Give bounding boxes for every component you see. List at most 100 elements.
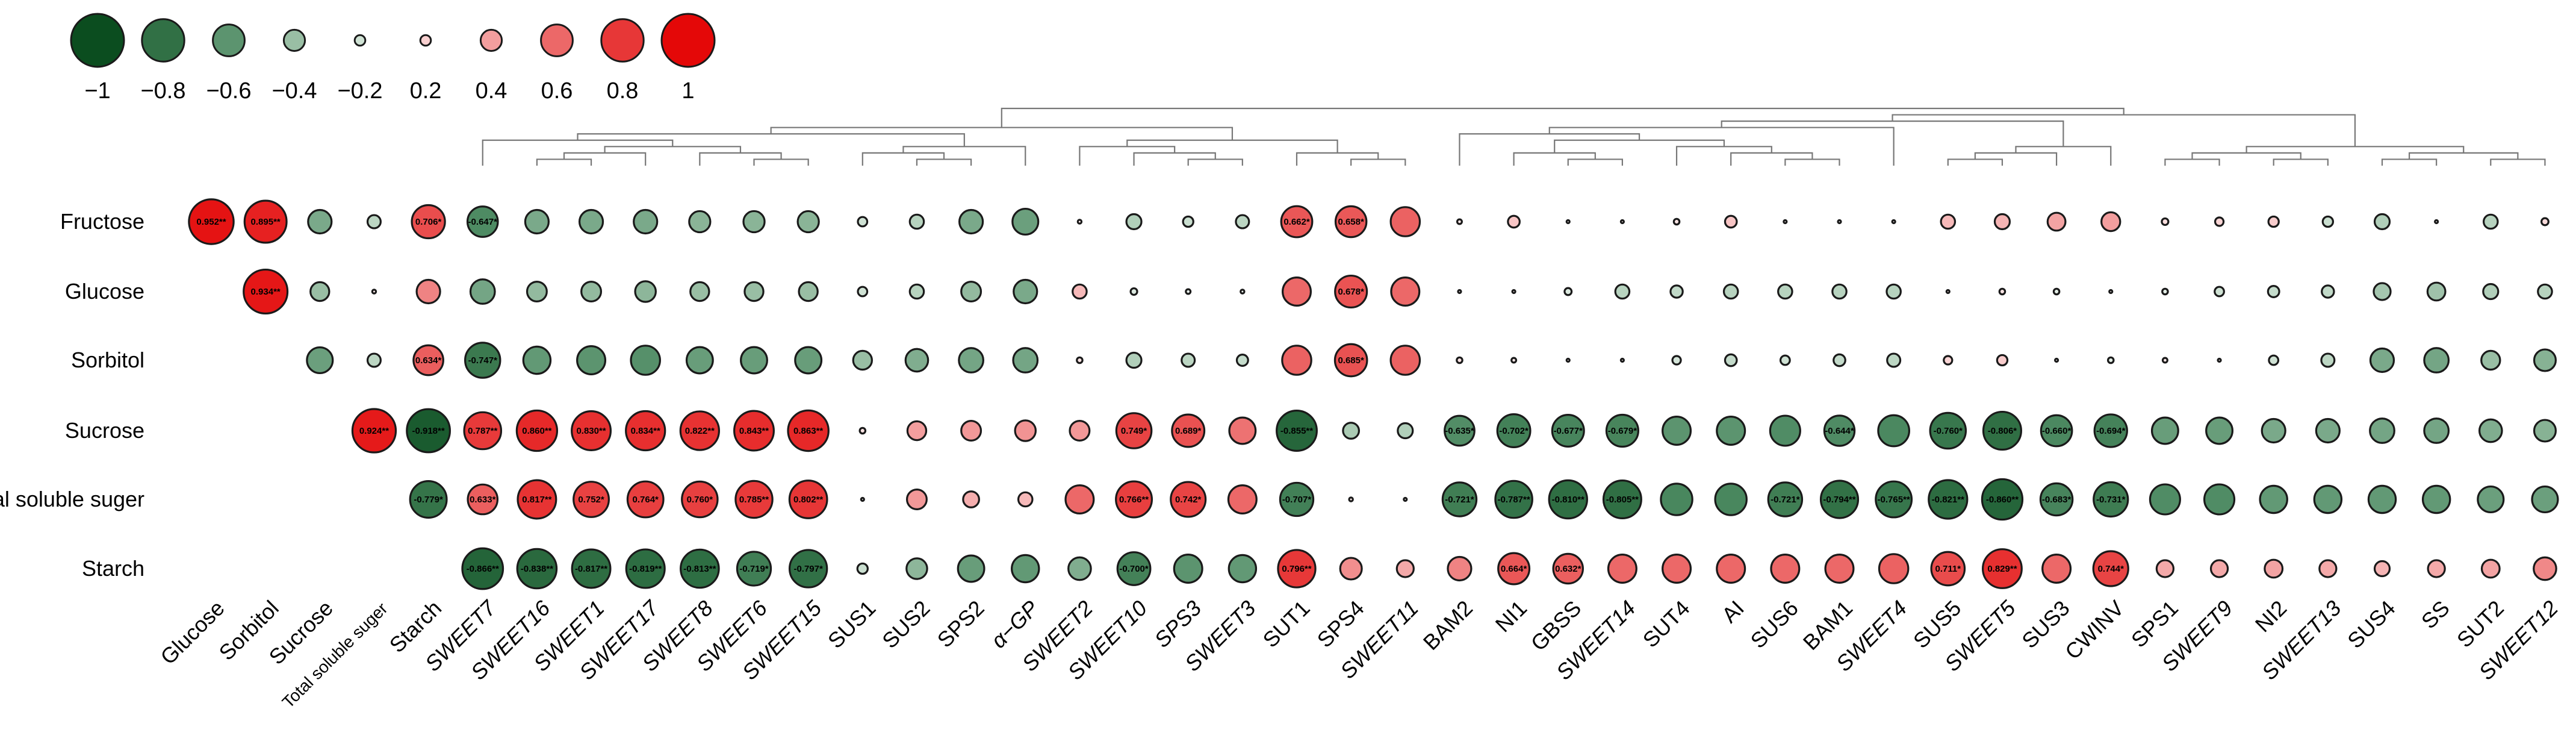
dendrogram-branch (1001, 107, 2124, 128)
correlation-label: -0.647* (468, 217, 498, 227)
correlation-label: -0.683* (2042, 495, 2072, 505)
dendrogram-branch (1784, 158, 1840, 166)
correlation-circle (1116, 551, 1152, 586)
correlation-circle (2533, 419, 2557, 443)
correlation-circle (1716, 553, 1746, 584)
legend-circle (353, 34, 367, 47)
correlation-circle (1891, 219, 1896, 225)
correlation-label: 0.711* (1935, 564, 1961, 574)
correlation-circle (1981, 478, 2024, 521)
correlation-circle (1619, 219, 1625, 225)
correlation-circle (307, 208, 333, 235)
correlation-circle (740, 346, 768, 375)
correlation-circle (1339, 557, 1363, 581)
legend-circle (141, 18, 185, 63)
correlation-circle (1982, 548, 2023, 589)
legend-circle (419, 34, 432, 47)
correlation-circle (908, 213, 925, 230)
correlation-circle (1170, 481, 1207, 518)
correlation-circle (2259, 484, 2288, 514)
dendrogram-branch (2191, 152, 2301, 160)
correlation-label: -0.806* (1988, 426, 2017, 436)
correlation-circle (742, 210, 766, 234)
correlation-circle (2155, 559, 2175, 578)
correlation-circle (415, 278, 441, 305)
correlation-circle (516, 548, 558, 590)
correlation-circle (2315, 417, 2341, 444)
correlation-circle (2321, 215, 2335, 228)
correlation-circle (2261, 417, 2286, 444)
correlation-circle (2106, 356, 2115, 364)
correlation-circle (467, 483, 499, 516)
correlation-label: -0.813** (683, 564, 716, 574)
correlation-circle (1171, 413, 1206, 448)
correlation-circle (1669, 284, 1684, 299)
correlation-label: -0.918** (412, 426, 444, 436)
correlation-circle (1619, 357, 1625, 363)
correlation-circle (1444, 414, 1476, 447)
correlation-circle (1389, 345, 1421, 376)
legend-tick-label: −0.4 (272, 78, 317, 104)
correlation-circle (526, 281, 548, 302)
dendrogram-branch (1187, 158, 1243, 166)
correlation-label: 0.678* (1338, 287, 1364, 297)
correlation-circle (243, 199, 288, 244)
correlation-circle (1173, 553, 1203, 584)
correlation-label: -0.700* (1119, 564, 1149, 574)
correlation-circle (2533, 556, 2557, 581)
correlation-label: -0.719* (739, 564, 769, 574)
dendrogram-branch (1133, 152, 1216, 166)
correlation-label: 0.802** (793, 495, 823, 505)
correlation-circle (2040, 414, 2073, 448)
correlation-circle (411, 204, 446, 240)
correlation-label: 0.822** (685, 426, 715, 436)
correlation-circle (1837, 219, 1842, 225)
correlation-circle (2423, 417, 2450, 444)
correlation-circle (1342, 422, 1361, 440)
row-label: Fructose (60, 209, 144, 234)
correlation-circle (857, 286, 869, 298)
correlation-circle (798, 281, 819, 302)
column-label-bam2: BAM2 (1418, 596, 1477, 655)
correlation-circle (852, 349, 874, 371)
correlation-circle (1277, 549, 1317, 589)
correlation-circle (2161, 357, 2168, 364)
correlation-circle (1993, 213, 2011, 231)
dendrogram-branch (2381, 158, 2438, 166)
correlation-circle (1014, 419, 1037, 442)
correlation-label: 0.634* (415, 355, 442, 366)
correlation-circle (906, 420, 928, 442)
correlation-circle (680, 548, 720, 589)
correlation-circle (1885, 283, 1902, 300)
correlation-circle (2373, 282, 2392, 301)
dendrogram-branch (1548, 127, 1895, 166)
correlation-circle (1064, 484, 1095, 514)
correlation-label: -0.805** (1606, 495, 1639, 505)
correlation-circle (1565, 219, 1571, 225)
correlation-circle (366, 214, 382, 230)
correlation-label: -0.797* (793, 564, 823, 574)
dendrogram-branch (753, 158, 809, 166)
dendrogram-branch (1350, 158, 1406, 166)
correlation-circle (1769, 414, 1801, 447)
correlation-circle (2046, 211, 2067, 232)
correlation-circle (1497, 552, 1531, 586)
dendrogram-branch (1892, 114, 2356, 147)
correlation-label: 0.633* (470, 495, 496, 505)
correlation-circle (905, 557, 928, 580)
dendrogram-branch (1721, 120, 2064, 147)
correlation-circle (1940, 213, 1957, 230)
correlation-circle (857, 216, 869, 228)
correlation-circle (788, 549, 828, 589)
correlation-circle (794, 346, 823, 375)
dendrogram-branch (1947, 158, 2003, 166)
correlation-circle (2426, 281, 2447, 302)
correlation-circle (1929, 411, 1967, 450)
dendrogram-branch (1675, 146, 1772, 166)
correlation-circle (1824, 553, 1855, 584)
correlation-label: 0.787** (468, 426, 497, 436)
correlation-label: -0.660* (2042, 426, 2072, 436)
dendrogram-branch (563, 152, 647, 166)
legend-circle (282, 28, 306, 52)
